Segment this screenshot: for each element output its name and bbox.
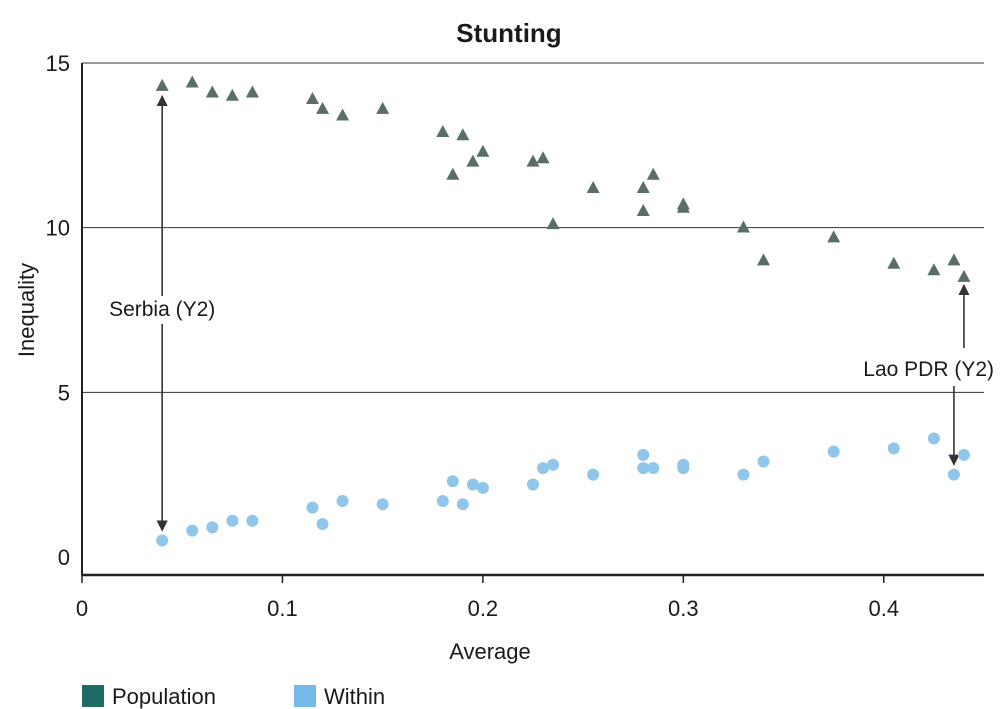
legend-label-within: Within bbox=[324, 684, 385, 709]
population-point bbox=[947, 253, 961, 266]
x-axis-label: Average bbox=[449, 639, 531, 664]
population-point bbox=[245, 85, 259, 98]
within-point bbox=[156, 534, 169, 547]
population-point bbox=[456, 128, 470, 141]
population-point bbox=[436, 124, 450, 137]
y-tick-label: 10 bbox=[46, 216, 70, 241]
legend-swatch-within bbox=[294, 685, 316, 707]
within-point bbox=[527, 478, 539, 491]
population-point bbox=[957, 269, 971, 282]
y-tick-label: 5 bbox=[58, 380, 70, 405]
within-point bbox=[887, 442, 900, 455]
population-point bbox=[225, 88, 239, 101]
within-point bbox=[336, 495, 349, 508]
data-points bbox=[155, 75, 971, 547]
axes: 0 5 10 15 0 0.1 0.2 0.3 0.4 bbox=[46, 51, 984, 621]
annotations: Serbia (Y2) Lao PDR (Y2) bbox=[102, 94, 995, 532]
annotation-label-bg bbox=[102, 296, 223, 324]
population-point bbox=[446, 167, 460, 180]
population-point bbox=[546, 217, 560, 230]
within-point bbox=[446, 475, 459, 488]
population-point bbox=[636, 204, 650, 216]
x-tick-label: 0.2 bbox=[468, 596, 499, 621]
series-within bbox=[156, 432, 970, 547]
y-tick-label: 0 bbox=[58, 545, 70, 570]
population-point bbox=[586, 180, 600, 193]
x-tick-label: 0.4 bbox=[868, 596, 899, 621]
population-point bbox=[646, 167, 660, 180]
within-point bbox=[306, 501, 319, 514]
population-point bbox=[636, 180, 650, 193]
within-point bbox=[186, 524, 199, 537]
population-point bbox=[736, 220, 750, 233]
within-point bbox=[927, 432, 940, 445]
series-population bbox=[155, 75, 971, 282]
x-tick-label: 0 bbox=[76, 596, 88, 621]
chart-title: Stunting bbox=[456, 18, 561, 48]
within-point bbox=[206, 521, 219, 534]
population-point bbox=[205, 85, 219, 98]
population-point bbox=[336, 108, 350, 121]
population-point bbox=[476, 144, 490, 157]
within-point bbox=[677, 458, 690, 471]
x-tick-label: 0.1 bbox=[267, 596, 298, 621]
population-point bbox=[306, 92, 320, 105]
within-point bbox=[947, 468, 960, 481]
legend: Population Within bbox=[82, 684, 385, 709]
legend-swatch-population bbox=[82, 685, 104, 707]
within-point bbox=[466, 478, 479, 491]
within-point bbox=[316, 518, 329, 531]
population-point bbox=[526, 154, 540, 167]
within-point bbox=[376, 498, 389, 511]
population-point bbox=[827, 230, 841, 243]
y-axis-label: Inequality bbox=[14, 263, 39, 357]
within-point bbox=[226, 514, 239, 527]
annotation-label-lao: Lao PDR (Y2) bbox=[863, 358, 994, 381]
within-point bbox=[476, 481, 489, 494]
within-point bbox=[637, 448, 650, 461]
population-point bbox=[185, 75, 199, 88]
within-point bbox=[647, 462, 660, 475]
within-point bbox=[737, 468, 750, 481]
within-point bbox=[757, 455, 770, 468]
within-point bbox=[587, 468, 600, 481]
within-point bbox=[436, 495, 449, 508]
population-point bbox=[155, 78, 169, 91]
within-point bbox=[827, 445, 840, 458]
population-point bbox=[757, 253, 771, 266]
annotation-label-bg bbox=[852, 356, 995, 384]
x-tick-label: 0.3 bbox=[668, 596, 699, 621]
within-point bbox=[537, 462, 550, 475]
legend-label-population: Population bbox=[112, 684, 216, 709]
population-point bbox=[376, 101, 390, 114]
grid-lines bbox=[82, 62, 984, 393]
annotation-label-serbia: Serbia (Y2) bbox=[109, 298, 215, 321]
population-point bbox=[676, 197, 690, 210]
within-point bbox=[456, 498, 469, 511]
within-point bbox=[246, 514, 259, 527]
population-point bbox=[316, 101, 330, 114]
within-point bbox=[547, 458, 560, 471]
within-point bbox=[957, 448, 970, 461]
population-point bbox=[536, 151, 550, 164]
y-tick-label: 15 bbox=[46, 51, 70, 76]
population-point bbox=[887, 256, 901, 269]
population-point bbox=[927, 263, 941, 276]
within-point bbox=[637, 462, 650, 475]
population-point bbox=[466, 154, 480, 167]
